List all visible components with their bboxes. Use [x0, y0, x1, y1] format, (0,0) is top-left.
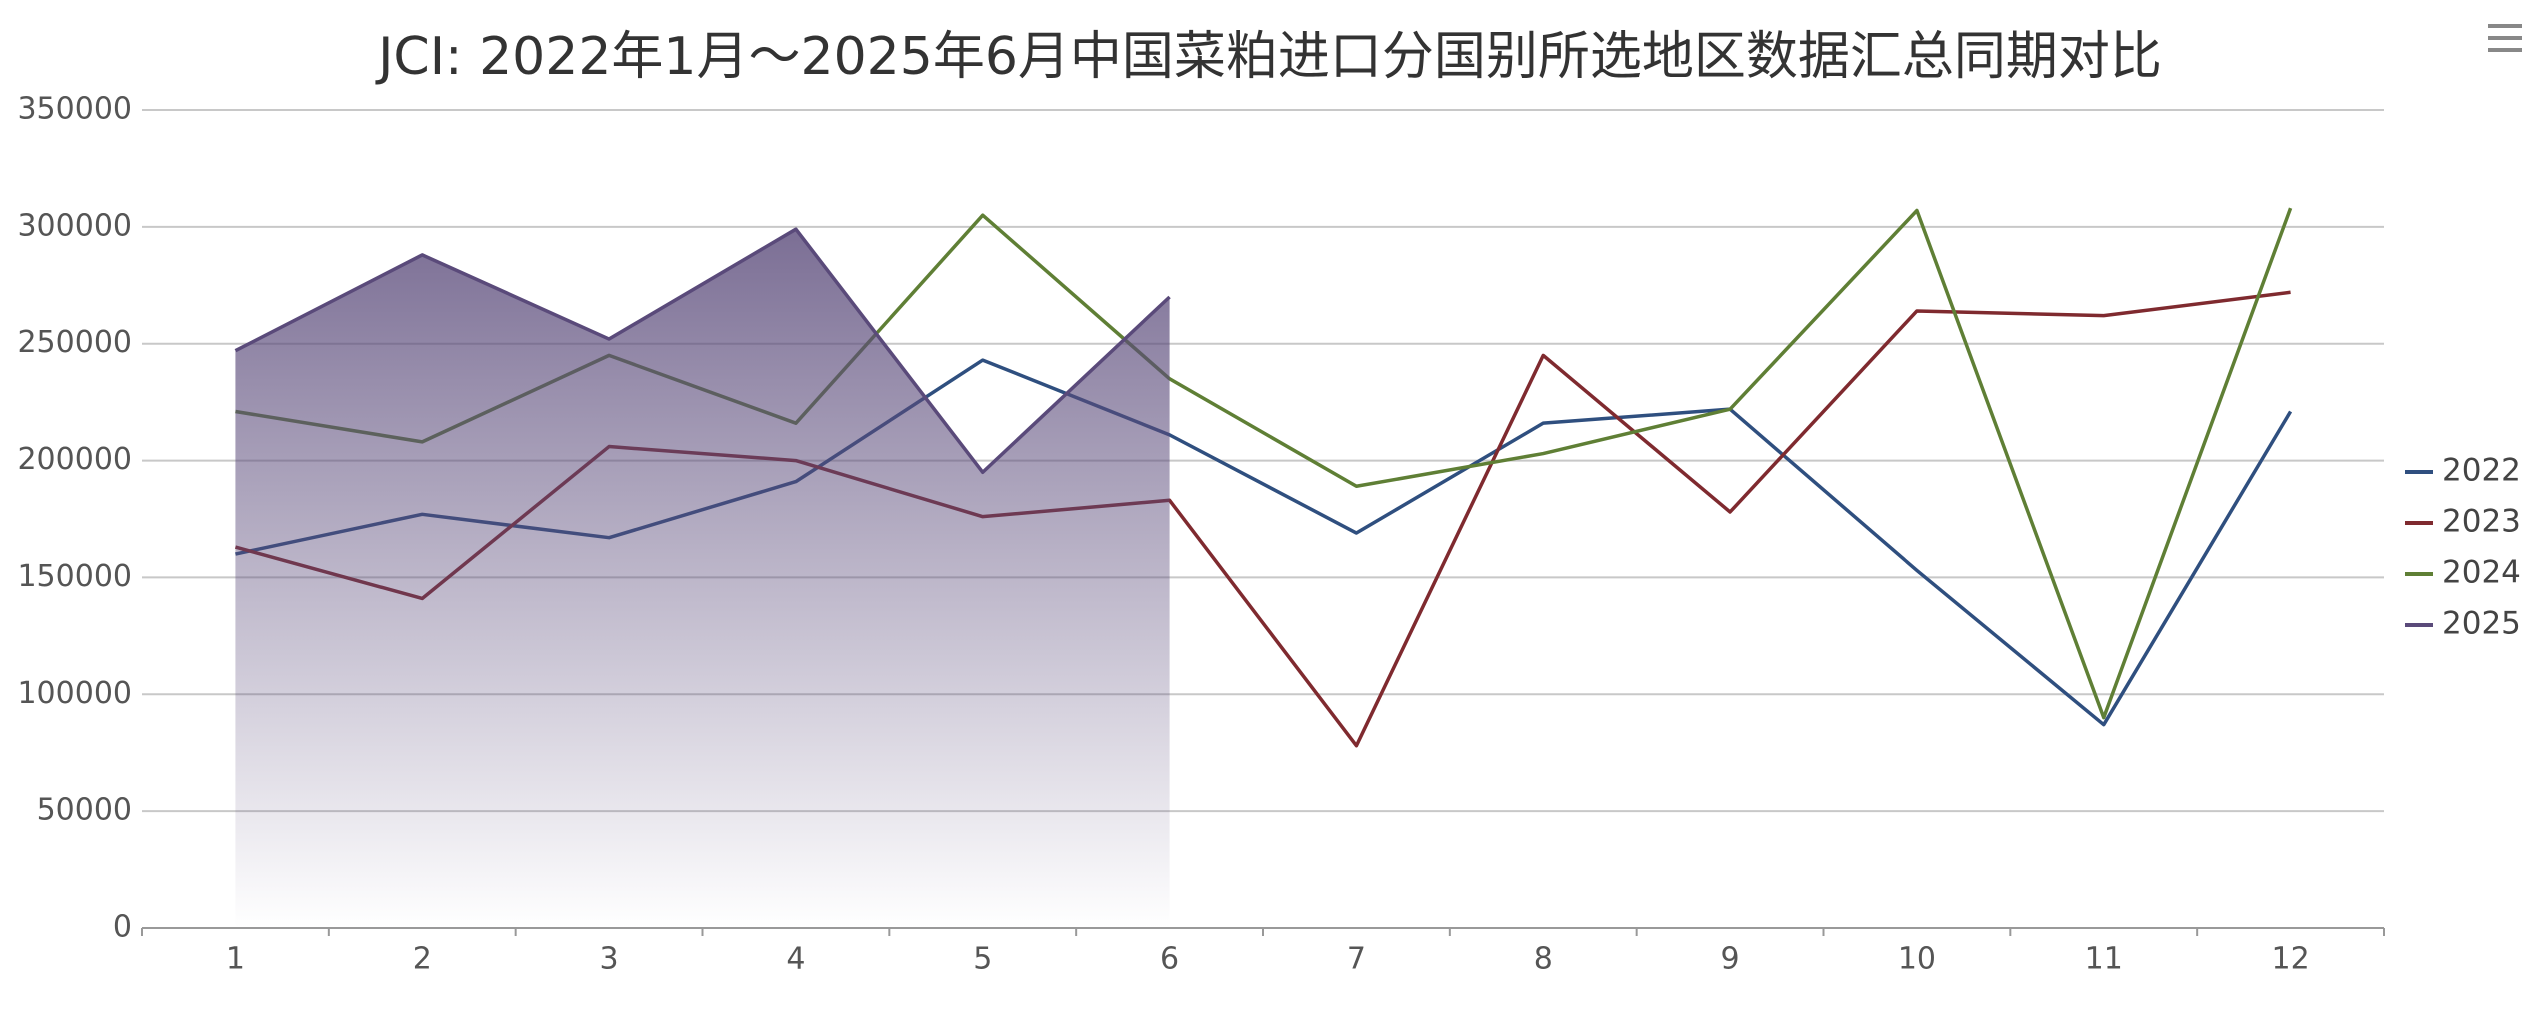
x-tick-label: 4	[786, 942, 805, 977]
legend-label: 2023	[2442, 504, 2521, 540]
series-area	[235, 229, 1170, 929]
y-tick-label: 250000	[17, 325, 132, 360]
menu-bar	[2488, 36, 2522, 40]
x-tick-label: 1	[226, 942, 245, 977]
x-tick-label: 9	[1721, 942, 1740, 977]
y-tick-label: 100000	[17, 676, 132, 711]
y-tick-label: 300000	[17, 208, 132, 243]
y-tick-label: 150000	[17, 559, 132, 594]
chart-title: JCI: 2022年1月～2025年6月中国菜粕进口分国别所选地区数据汇总同期对…	[375, 27, 2162, 87]
x-tick-label: 6	[1160, 942, 1179, 977]
menu-bar	[2488, 24, 2522, 28]
menu-icon[interactable]	[2488, 24, 2522, 52]
x-tick-label: 12	[2271, 942, 2309, 977]
x-tick-label: 3	[600, 942, 619, 977]
y-tick-label: 0	[113, 910, 132, 945]
x-tick-label: 11	[2085, 942, 2123, 977]
series-line	[234, 227, 1171, 475]
y-tick-label: 350000	[17, 92, 132, 127]
y-tick-label: 200000	[17, 442, 132, 477]
legend-label: 2024	[2442, 555, 2521, 591]
x-tick-label: 8	[1534, 942, 1553, 977]
x-tick-label: 7	[1347, 942, 1366, 977]
x-tick-label: 5	[973, 942, 992, 977]
legend-label: 2025	[2442, 606, 2521, 642]
x-tick-label: 2	[413, 942, 432, 977]
x-tick-label: 10	[1898, 942, 1936, 977]
menu-bar	[2488, 48, 2522, 52]
y-tick-label: 50000	[37, 793, 132, 828]
legend-label: 2022	[2442, 453, 2521, 489]
